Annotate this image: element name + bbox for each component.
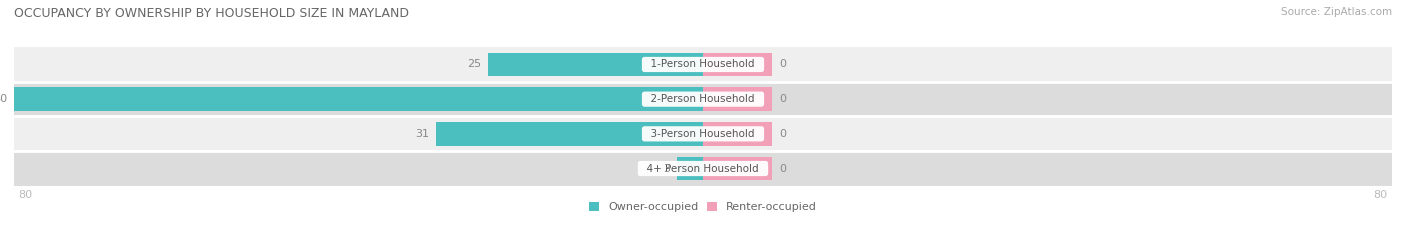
Bar [678,157,703,180]
Bar [703,53,772,76]
Text: 1-Person Household: 1-Person Household [644,59,762,69]
Text: 25: 25 [467,59,481,69]
Bar [436,122,703,146]
Text: 0: 0 [779,94,786,104]
Text: OCCUPANCY BY OWNERSHIP BY HOUSEHOLD SIZE IN MAYLAND: OCCUPANCY BY OWNERSHIP BY HOUSEHOLD SIZE… [14,7,409,20]
Bar [14,87,703,111]
Text: 80: 80 [0,94,7,104]
Text: Source: ZipAtlas.com: Source: ZipAtlas.com [1281,7,1392,17]
Text: 80: 80 [18,190,32,200]
Text: 0: 0 [779,164,786,174]
Bar [488,53,703,76]
Legend: Owner-occupied, Renter-occupied: Owner-occupied, Renter-occupied [589,202,817,212]
Text: 3-Person Household: 3-Person Household [644,129,762,139]
Bar [703,122,772,146]
Text: 4+ Person Household: 4+ Person Household [641,164,765,174]
Text: 0: 0 [779,59,786,69]
Text: 2-Person Household: 2-Person Household [644,94,762,104]
Bar [703,157,772,180]
Bar [14,151,1392,186]
Bar [14,116,1392,151]
Bar [14,47,1392,82]
Text: 0: 0 [779,129,786,139]
Bar [14,82,1392,116]
Text: 80: 80 [1374,190,1388,200]
Text: 31: 31 [415,129,429,139]
Text: 3: 3 [664,164,671,174]
Bar [703,87,772,111]
